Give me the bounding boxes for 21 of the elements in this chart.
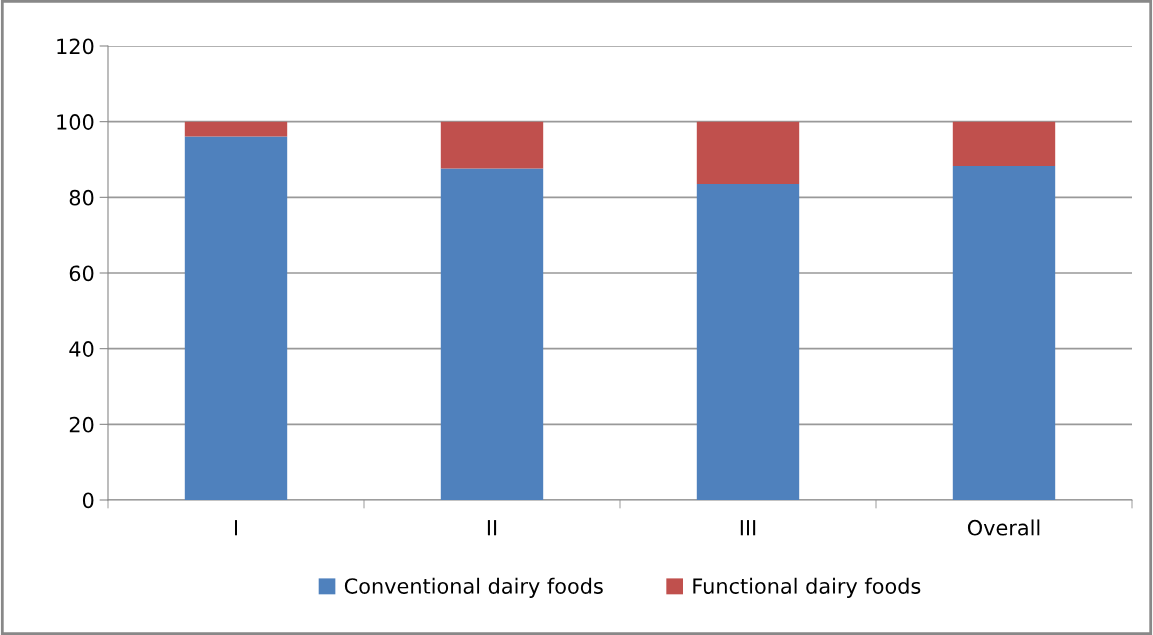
bar [696,121,800,185]
x-tick-label: II [487,520,497,536]
bar [440,121,544,169]
bar [184,136,288,500]
bar [952,165,1056,500]
y-tick-label: 40 [69,341,94,357]
bar [184,121,288,137]
legend-label: Conventional dairy foods [344,577,603,598]
bar [696,184,800,500]
y-tick-label: 20 [69,416,94,433]
bar [440,168,544,500]
y-tick-label: 60 [69,265,94,282]
x-tick-label: III [740,520,756,536]
x-tick-label: Overall [967,519,1040,536]
y-tick-label: 100 [57,114,94,130]
legend-label: Functional dairy foods [693,577,921,598]
x-tick-label: I [234,520,238,536]
y-tick-label: 0 [82,492,94,509]
bar [952,121,1056,166]
y-tick-label: 120 [57,38,94,55]
y-tick-label: 80 [69,189,94,206]
